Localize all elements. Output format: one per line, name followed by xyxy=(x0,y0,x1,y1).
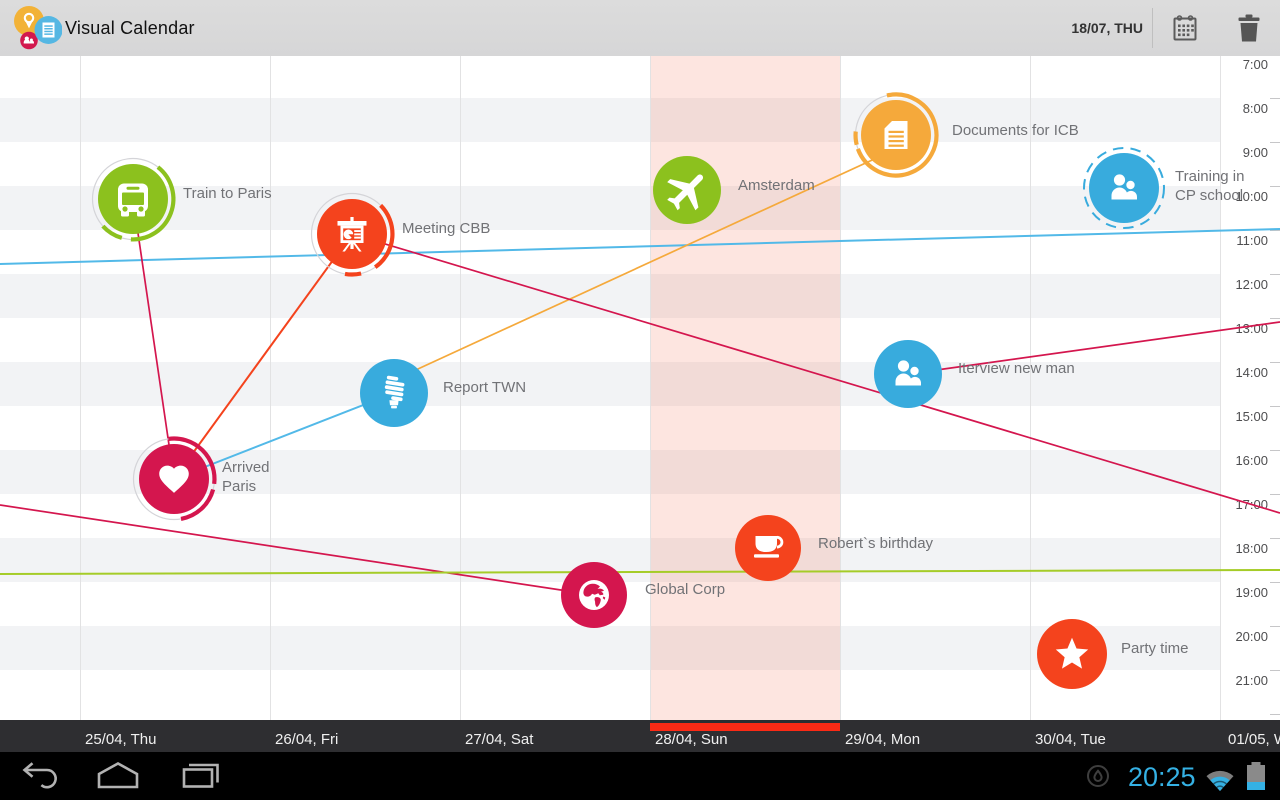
svg-text:20:25: 20:25 xyxy=(1128,762,1196,792)
